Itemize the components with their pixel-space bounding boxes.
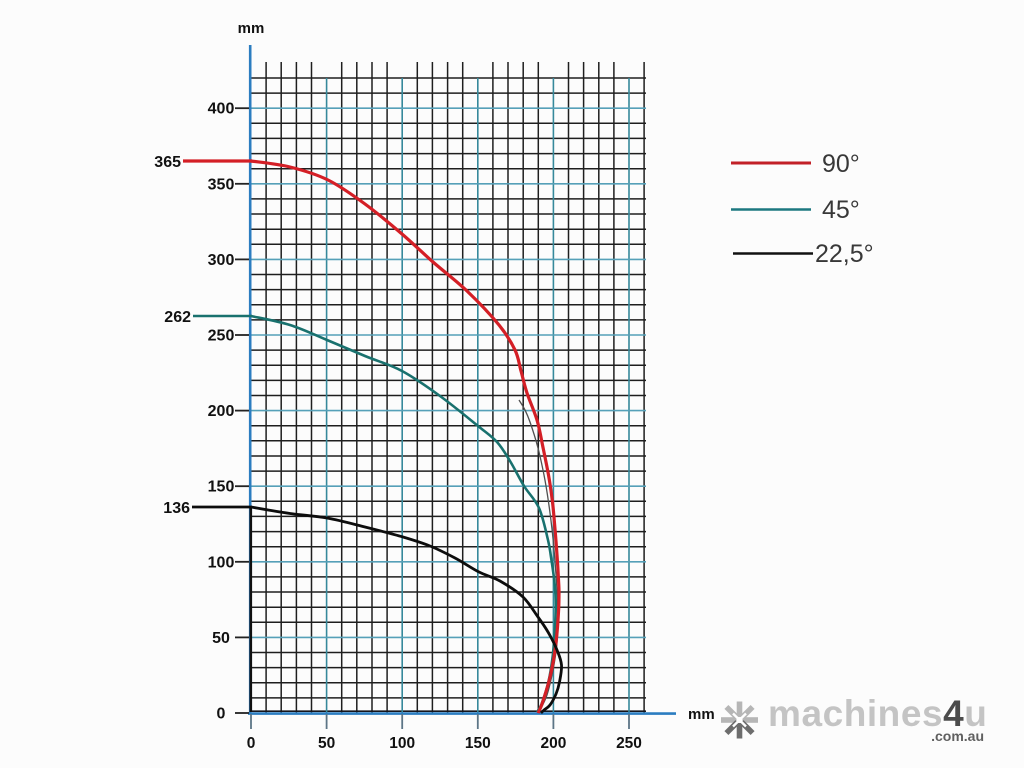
svg-text:22,5°: 22,5° [815, 240, 874, 268]
svg-text:150: 150 [208, 479, 235, 496]
svg-text:262: 262 [164, 309, 191, 326]
svg-text:mm: mm [238, 20, 265, 37]
svg-text:150: 150 [465, 735, 491, 752]
svg-text:250: 250 [616, 735, 642, 752]
svg-text:136: 136 [163, 500, 190, 517]
svg-text:machines4u: machines4u [768, 693, 987, 734]
svg-text:.com.au: .com.au [931, 728, 984, 744]
svg-text:mm: mm [688, 706, 715, 723]
svg-text:90°: 90° [822, 150, 860, 178]
svg-text:0: 0 [217, 706, 226, 723]
svg-text:300: 300 [208, 252, 235, 269]
svg-text:100: 100 [208, 554, 235, 571]
svg-text:50: 50 [212, 630, 230, 647]
svg-text:400: 400 [208, 101, 235, 118]
svg-text:200: 200 [540, 735, 566, 752]
svg-text:200: 200 [208, 403, 235, 420]
svg-text:250: 250 [208, 328, 235, 345]
svg-text:100: 100 [389, 735, 415, 752]
svg-text:350: 350 [208, 176, 235, 193]
svg-text:0: 0 [247, 735, 256, 752]
svg-text:365: 365 [154, 154, 181, 171]
svg-text:50: 50 [318, 735, 335, 752]
svg-text:45°: 45° [822, 196, 860, 224]
